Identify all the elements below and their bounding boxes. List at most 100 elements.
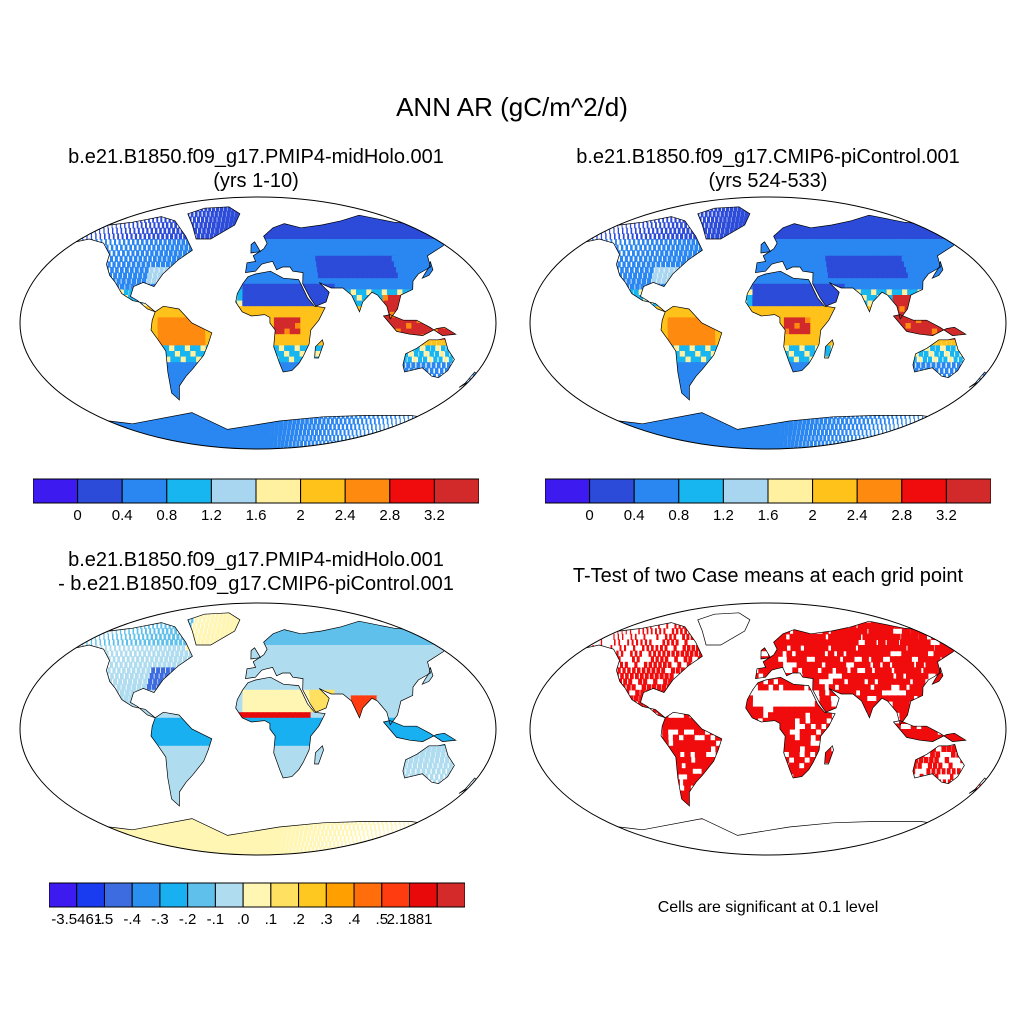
colorbar-tick-label: 2: [808, 507, 817, 524]
colorbar-tick-label: -.4: [123, 911, 141, 928]
colorbar-tick-label: 0.4: [623, 507, 645, 524]
coastlines: [61, 612, 480, 855]
colorbar-tick-label: 1.6: [757, 507, 779, 524]
colorbar-tick-label: -.1: [206, 911, 225, 928]
colorbar-swatch: [298, 882, 327, 908]
colorbar-swatch: [633, 478, 680, 504]
colorbar-swatch: [210, 478, 257, 504]
colorbar-swatch: [344, 478, 391, 504]
coastlines: [571, 206, 990, 449]
colorbar-difference: [49, 882, 465, 908]
panel-title-line1: b.e21.B1850.f09_g17.PMIP4-midHolo.001: [68, 146, 444, 168]
colorbar-tick-label: 2.4: [846, 507, 868, 524]
colorbar-swatch: [767, 478, 814, 504]
colorbar-swatch: [812, 478, 858, 504]
panel-title-line2: (yrs 1-10): [213, 170, 299, 192]
figure-title: ANN AR (gC/m^2/d): [396, 92, 628, 122]
colorbar-tick-label: 0: [585, 507, 594, 524]
colorbar-swatch: [242, 882, 272, 908]
colorbar-tick-label: .0: [236, 911, 250, 928]
colorbar-tick-label: .4: [347, 911, 361, 928]
colorbar-midholo: [33, 478, 479, 504]
panel-title-line1: b.e21.B1850.f09_g17.PMIP4-midHolo.001: [68, 549, 444, 571]
colorbar-swatch: [131, 882, 161, 908]
colorbar-tick-label: .3: [320, 911, 333, 928]
panel-title-top-right: b.e21.B1850.f09_g17.CMIP6-piControl.001 …: [526, 145, 1010, 193]
colorbar-swatch: [214, 882, 244, 908]
map-difference: [19, 602, 497, 856]
colorbar-swatch: [270, 882, 300, 908]
colorbar-swatch: [33, 478, 79, 504]
panel-title-line1: T-Test of two Case means at each grid po…: [572, 565, 964, 587]
colorbar-swatch: [436, 882, 465, 908]
colorbar-midholo-labels: 0 0.4 0.8 1.2 1.6 2 2.4 2.8 3.2: [33, 507, 479, 527]
colorbar-tick-label: 2.1881: [386, 911, 433, 928]
panel-title-bottom-right: T-Test of two Case means at each grid po…: [526, 564, 1010, 588]
colorbar-picontrol: [545, 478, 991, 504]
colorbar-swatch: [856, 478, 903, 504]
colorbar-swatch: [409, 882, 438, 908]
colorbar-tick-label: .2: [292, 911, 305, 928]
colorbar-swatch: [103, 882, 133, 908]
map-ttest: [529, 602, 1007, 856]
colorbar-swatch: [678, 478, 724, 504]
colorbar-swatch: [722, 478, 769, 504]
colorbar-swatch: [381, 882, 411, 908]
colorbar-tick-label: 3.2: [423, 507, 445, 524]
colorbar-tick-label: 1.2: [200, 507, 222, 524]
colorbar-tick-label: -.5: [95, 911, 114, 928]
map-border: [19, 602, 497, 856]
map-picontrol: [529, 196, 1007, 450]
colorbar-swatch: [159, 882, 189, 908]
colorbar-swatch: [545, 478, 591, 504]
colorbar-tick-label: 2.8: [891, 507, 913, 524]
colorbar-swatch: [300, 478, 346, 504]
colorbar-difference-labels: -3.5461 -.5 -.4 -.3 -.2 -.1 .0 .1 .2 .3 .4 .5 2.1881: [49, 911, 465, 931]
coastlines: [61, 206, 480, 449]
colorbar-tick-label: 0.8: [668, 507, 690, 524]
data-cells: [572, 206, 989, 449]
colorbar-tick-label: 1.2: [712, 507, 734, 524]
map-border: [529, 196, 1007, 450]
colorbar-swatch: [121, 478, 168, 504]
colorbar-tick-label: -.2: [178, 911, 197, 928]
colorbar-tick-label: .1: [264, 911, 278, 928]
colorbar-swatch: [255, 478, 302, 504]
colorbar-tick-label: 2.8: [379, 507, 401, 524]
colorbar-swatch: [187, 882, 216, 908]
panel-title-bottom-left: b.e21.B1850.f09_g17.PMIP4-midHolo.001 - …: [14, 548, 498, 596]
panel-title-line2: (yrs 524-533): [708, 170, 828, 192]
panel-title-line1: b.e21.B1850.f09_g17.CMIP6-piControl.001: [576, 146, 960, 168]
colorbar-tick-label: 0.4: [111, 507, 133, 524]
map-border: [529, 602, 1007, 856]
colorbar-tick-label: .5: [375, 911, 389, 928]
colorbar-tick-label: -3.5461: [51, 911, 103, 928]
colorbar-swatch: [49, 882, 78, 908]
colorbar-swatch: [589, 478, 635, 504]
colorbar-tick-label: 2: [296, 507, 305, 524]
colorbar-tick-label: 3.2: [935, 507, 957, 524]
colorbar-tick-label: 0.8: [156, 507, 178, 524]
colorbar-tick-label: 2.4: [334, 507, 356, 524]
panel-title-line2: - b.e21.B1850.f09_g17.CMIP6-piControl.00…: [58, 573, 454, 595]
colorbar-swatch: [433, 478, 479, 504]
colorbar-swatch: [945, 478, 991, 504]
colorbar-swatch: [76, 882, 105, 908]
panel-title-top-left: b.e21.B1850.f09_g17.PMIP4-midHolo.001 (y…: [14, 145, 498, 193]
colorbar-swatch: [166, 478, 212, 504]
map-border: [19, 196, 497, 450]
colorbar-picontrol-labels: 0 0.4 0.8 1.2 1.6 2 2.4 2.8 3.2: [545, 507, 991, 527]
colorbar-swatch: [389, 478, 435, 504]
colorbar-swatch: [325, 882, 355, 908]
colorbar-swatch: [901, 478, 947, 504]
colorbar-swatch: [77, 478, 123, 504]
colorbar-tick-label: 1.6: [245, 507, 267, 524]
significance-note: Cells are significant at 0.1 level: [657, 899, 879, 916]
data-cells: [572, 612, 989, 820]
data-cells: [62, 206, 479, 449]
colorbar-tick-label: 0: [73, 507, 82, 524]
map-midholo: [19, 196, 497, 450]
colorbar-tick-label: -.3: [151, 911, 169, 928]
coastlines: [571, 612, 990, 855]
data-cells: [62, 612, 479, 855]
